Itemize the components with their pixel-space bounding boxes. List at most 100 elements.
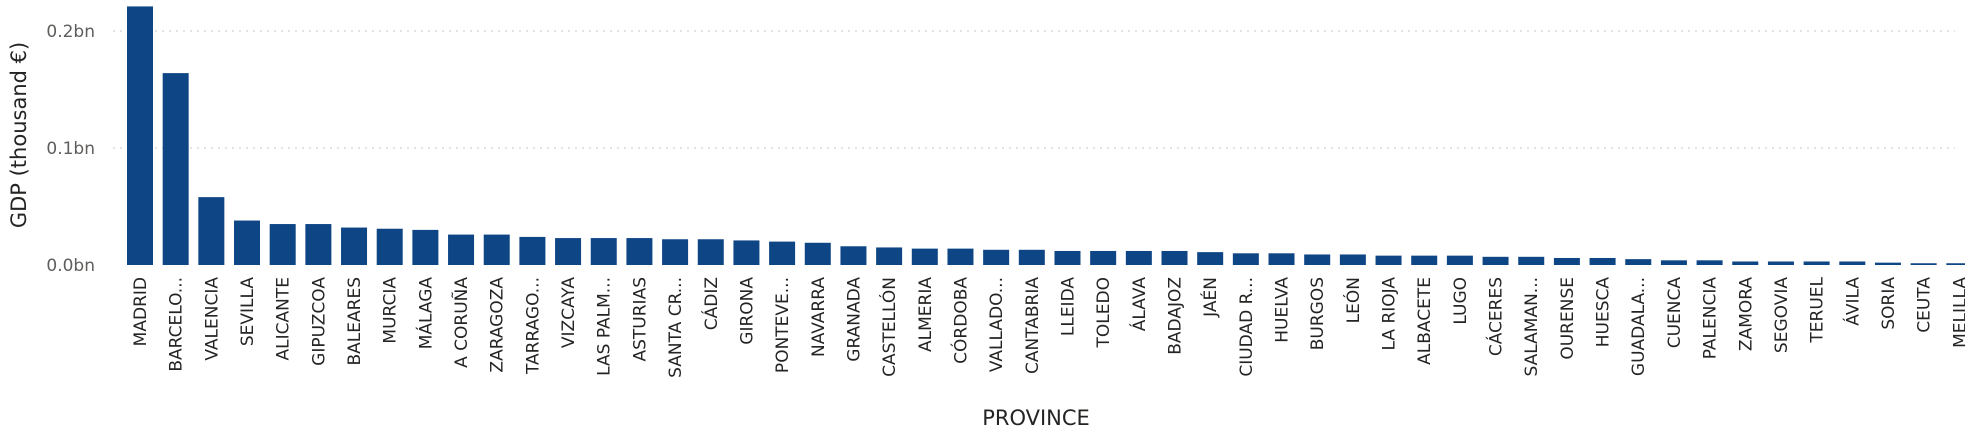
bar[interactable] <box>1696 260 1723 265</box>
bar[interactable] <box>1446 255 1473 265</box>
bar[interactable] <box>162 73 189 266</box>
y-tick-label: 0.1bn <box>46 139 95 159</box>
x-tick-label: CIUDAD R... <box>1237 277 1257 377</box>
bar[interactable] <box>1803 261 1830 265</box>
x-tick-label: VALENCIA <box>202 277 222 361</box>
bar[interactable] <box>697 239 724 265</box>
x-tick-label: BARCELO... <box>167 277 187 372</box>
bar[interactable] <box>1589 257 1616 265</box>
x-tick-label: NAVARRA <box>809 277 829 357</box>
bar[interactable] <box>1910 263 1937 265</box>
bar[interactable] <box>1375 255 1402 265</box>
bar[interactable] <box>448 234 475 265</box>
bar[interactable] <box>1767 261 1794 265</box>
bar[interactable] <box>483 234 510 265</box>
gridlines <box>113 30 1955 149</box>
bar[interactable] <box>1553 257 1580 265</box>
x-tick-label: TERUEL <box>1808 276 1828 343</box>
bar[interactable] <box>1625 259 1652 265</box>
bar[interactable] <box>376 228 403 265</box>
x-tick-label: JAÉN <box>1199 277 1221 318</box>
bar[interactable] <box>769 241 796 265</box>
bar[interactable] <box>269 224 296 265</box>
bar[interactable] <box>947 248 974 265</box>
bar[interactable] <box>412 229 439 265</box>
x-tick-label: CÁDIZ <box>700 277 722 330</box>
x-tick-label: LUGO <box>1451 277 1471 325</box>
bar[interactable] <box>555 238 582 265</box>
x-tick-label: BADAJOZ <box>1166 277 1186 355</box>
x-tick-label: VALLADO... <box>987 277 1007 372</box>
x-tick-label: BALEARES <box>345 277 365 365</box>
bar[interactable] <box>1197 252 1224 265</box>
x-tick-label: CASTELLÓN <box>878 277 900 377</box>
bar[interactable] <box>305 224 332 265</box>
x-tick-label: ALMERIA <box>916 277 936 352</box>
x-tick-label: A CORUÑA <box>450 277 472 368</box>
x-tick-label: GUADALA... <box>1629 277 1649 376</box>
bars <box>127 6 1965 266</box>
x-tick-label: SEGOVIA <box>1772 277 1792 353</box>
x-tick-label: GIRONA <box>737 277 757 345</box>
x-tick-label: MADRID <box>131 277 151 346</box>
bar[interactable] <box>983 249 1010 265</box>
x-tick-label: MÁLAGA <box>414 277 436 350</box>
x-tick-label: LLEIDA <box>1058 277 1078 336</box>
x-tick-label: LA RIOJA <box>1380 277 1400 351</box>
x-tick-label: ASTURIAS <box>630 277 650 362</box>
x-tick-label: TARRAGO... <box>523 277 543 375</box>
x-tick-label: CÓRDOBA <box>949 277 971 364</box>
x-tick-label: CÁCERES <box>1485 277 1507 356</box>
x-tick-label: ALBACETE <box>1415 277 1435 365</box>
bar[interactable] <box>1268 253 1295 265</box>
x-tick-label: VIZCAYA <box>559 277 579 349</box>
x-tick-label: SANTA CR... <box>666 277 686 378</box>
bar[interactable] <box>804 242 831 265</box>
bar[interactable] <box>626 238 653 265</box>
bar[interactable] <box>1304 254 1331 265</box>
bar[interactable] <box>911 248 938 265</box>
bar[interactable] <box>1874 262 1901 265</box>
bar[interactable] <box>1946 263 1965 265</box>
bar[interactable] <box>341 227 368 265</box>
x-tick-label: TOLEDO <box>1094 277 1114 348</box>
bar[interactable] <box>1660 260 1687 265</box>
x-tick-label: BURGOS <box>1308 277 1328 350</box>
x-tick-label: ZAMORA <box>1736 277 1756 351</box>
bar[interactable] <box>234 220 261 265</box>
bar[interactable] <box>127 6 153 266</box>
x-axis-category-labels: MADRID BARCELO... VALENCIA SEVILLA ALICANTE G… <box>131 276 1965 377</box>
bar[interactable] <box>1732 261 1759 265</box>
x-tick-label: LEÓN <box>1342 277 1364 323</box>
bar[interactable] <box>590 238 617 265</box>
bar[interactable] <box>1018 249 1045 265</box>
bar[interactable] <box>733 240 760 265</box>
bar[interactable] <box>1482 256 1509 265</box>
bar[interactable] <box>1518 256 1545 265</box>
bar[interactable] <box>1411 255 1438 265</box>
x-tick-label: MURCIA <box>381 277 401 344</box>
bar[interactable] <box>519 236 546 265</box>
x-tick-label: CEUTA <box>1915 277 1935 333</box>
x-tick-label: SORIA <box>1879 277 1899 330</box>
bar[interactable] <box>1054 250 1081 265</box>
x-tick-label: PONTEVE... <box>773 277 793 373</box>
bar[interactable] <box>1232 253 1259 265</box>
x-tick-label: HUESCA <box>1594 277 1614 348</box>
bar[interactable] <box>1161 250 1188 265</box>
bar[interactable] <box>876 247 903 265</box>
bar[interactable] <box>198 197 225 265</box>
bar[interactable] <box>1339 254 1366 265</box>
x-tick-label: PALENCIA <box>1701 277 1721 360</box>
x-axis-title: PROVINCE <box>982 406 1090 430</box>
x-tick-label: HUELVA <box>1273 277 1293 343</box>
bar[interactable] <box>1125 250 1152 265</box>
x-tick-label: ÁVILA <box>1841 277 1863 326</box>
bar[interactable] <box>1090 250 1117 265</box>
bar[interactable] <box>662 239 689 265</box>
bar[interactable] <box>1839 261 1866 265</box>
bar[interactable] <box>840 246 867 265</box>
x-tick-label: CANTABRIA <box>1023 277 1043 374</box>
y-tick-label: 0.2bn <box>46 22 95 42</box>
